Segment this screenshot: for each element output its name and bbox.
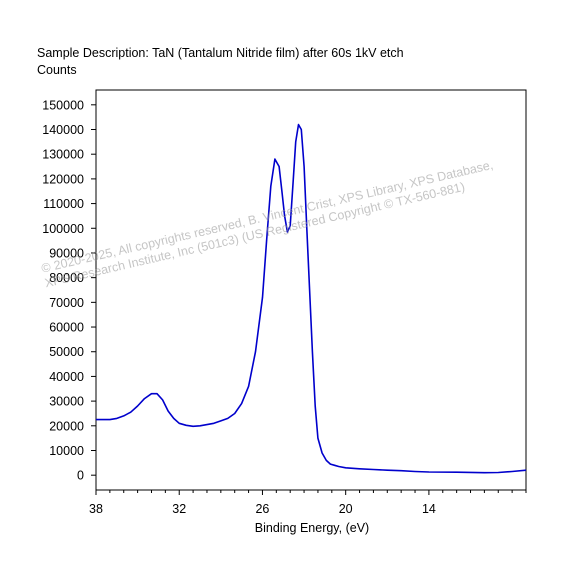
- y-tick-label: 130000: [42, 148, 84, 162]
- y-tick-label: 140000: [42, 123, 84, 137]
- y-tick-label: 150000: [42, 98, 84, 112]
- y-tick-label: 70000: [49, 296, 84, 310]
- y-tick-label: 60000: [49, 321, 84, 335]
- chart-title: Sample Description: TaN (Tantalum Nitrid…: [37, 46, 404, 60]
- y-tick-label: 10000: [49, 444, 84, 458]
- x-tick-label: 32: [172, 502, 186, 516]
- plot-frame: [95, 89, 527, 491]
- x-axis-label: Binding Energy, (eV): [255, 521, 369, 535]
- y-tick-label: 120000: [42, 172, 84, 186]
- y-tick-label: 30000: [49, 395, 84, 409]
- y-axis-label: Counts: [37, 63, 77, 77]
- x-tick-label: 14: [422, 502, 436, 516]
- x-tick-label: 20: [339, 502, 353, 516]
- x-tick-label: 38: [89, 502, 103, 516]
- spectrum-line: [96, 123, 527, 474]
- y-tick-label: 100000: [42, 222, 84, 236]
- y-tick-label: 90000: [49, 246, 84, 260]
- y-tick-label: 50000: [49, 345, 84, 359]
- y-tick-label: 40000: [49, 370, 84, 384]
- y-tick-label: 80000: [49, 271, 84, 285]
- y-tick-label: 0: [77, 469, 84, 483]
- y-tick-label: 110000: [43, 197, 84, 211]
- x-tick-label: 26: [255, 502, 269, 516]
- y-tick-label: 20000: [49, 419, 84, 433]
